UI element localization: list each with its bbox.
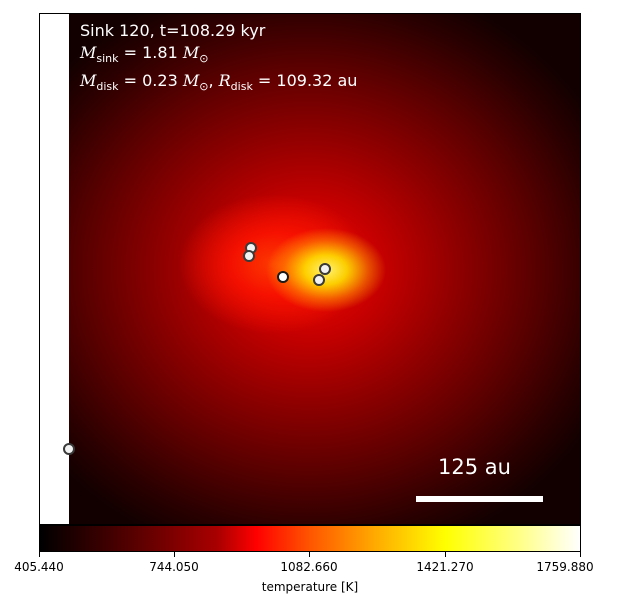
colorbar-tick	[580, 552, 581, 557]
sink-marker	[313, 274, 325, 286]
scale-bar	[416, 496, 543, 502]
colorbar-tick	[445, 552, 446, 557]
colorbar-tick	[309, 552, 310, 557]
sink-marker-central	[277, 271, 289, 283]
sink-mass-line: Msink = 1.81 M⊙	[80, 43, 209, 66]
sink-marker	[319, 263, 331, 275]
temperature-map-frame: Sink 120, t=108.29 kyr Msink = 1.81 M⊙ M…	[39, 13, 581, 525]
title-line: Sink 120, t=108.29 kyr	[80, 21, 266, 40]
sink-marker	[243, 250, 255, 262]
colorbar-tick	[174, 552, 175, 557]
colorbar-tick-label: 1421.270	[416, 560, 474, 574]
colorbar-tick-label: 1082.660	[280, 560, 338, 574]
scale-bar-label: 125 au	[438, 455, 511, 479]
info-annotation: Sink 120, t=108.29 kyr Msink = 1.81 M⊙ M…	[80, 20, 357, 98]
colorbar-tick	[39, 552, 40, 557]
colorbar-label: temperature [K]	[261, 580, 359, 594]
colorbar	[39, 525, 581, 552]
colorbar-tick-label: 744.050	[149, 560, 199, 574]
colorbar-tick-label: 1759.880	[536, 560, 594, 574]
colorbar-tick-label: 405.440	[14, 560, 64, 574]
disk-line: Mdisk = 0.23 M⊙, Rdisk = 109.32 au	[80, 71, 358, 94]
sink-marker	[63, 443, 75, 455]
